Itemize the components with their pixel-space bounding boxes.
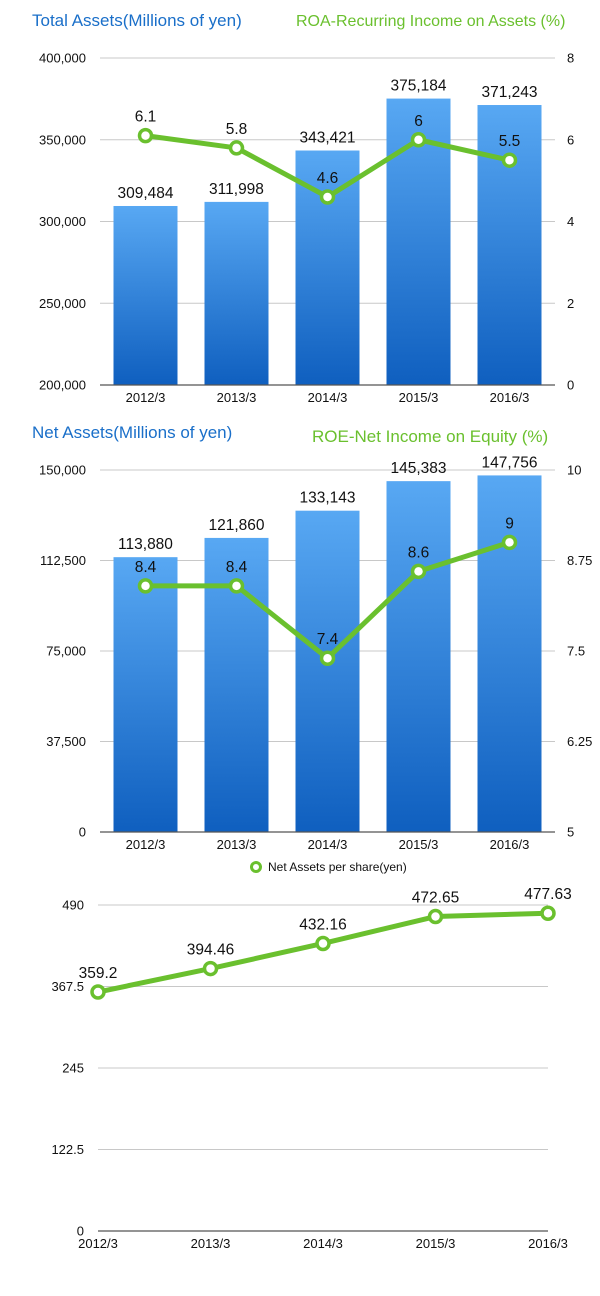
x-tick-label: 2013/3: [191, 1236, 231, 1251]
line-data-label: 6: [414, 113, 423, 130]
line-point: [540, 905, 556, 921]
y-tick-label: 0: [77, 1224, 84, 1239]
x-tick-label: 2015/3: [399, 390, 439, 405]
x-tick-label: 2015/3: [416, 1236, 456, 1251]
bar-data-label: 309,484: [117, 185, 173, 202]
y2-tick-label: 6: [567, 132, 574, 147]
y-tick-label: 112,500: [40, 553, 86, 568]
line-data-label: 6.1: [135, 109, 157, 126]
chart1-title: Total Assets(Millions of yen): [32, 11, 242, 30]
chart3-legend-label: Net Assets per share(yen): [268, 860, 407, 874]
chart2-net-assets: 0 37,500 75,000 112,500 150,000 5 6.25 7.5 8.75 1…: [39, 454, 592, 852]
x-tick-label: 2016/3: [528, 1236, 568, 1251]
chart1-total-assets: 200,000 250,000 300,000 350,000 400,000 0 2 4 6 8…: [39, 51, 574, 406]
line-data-label: 7.4: [317, 631, 339, 648]
line-data-label: 432.16: [299, 916, 346, 933]
x-tick-label: 2013/3: [217, 390, 257, 405]
line-data-label: 5.5: [499, 133, 521, 150]
line-point: [228, 578, 245, 594]
line-point: [319, 650, 336, 666]
bar-data-label: 121,860: [208, 517, 264, 534]
y2-tick-label: 0: [567, 378, 574, 393]
line-point: [202, 960, 219, 977]
bar-data-label: 371,243: [481, 84, 537, 101]
x-tick-label: 2013/3: [217, 837, 257, 852]
x-tick-label: 2012/3: [78, 1236, 118, 1251]
x-tick-label: 2016/3: [490, 837, 530, 852]
line-data-label: 472.65: [412, 890, 459, 907]
line-data-label: 8.4: [135, 559, 157, 576]
line-data-label: 5.8: [226, 121, 248, 138]
y2-tick-label: 4: [567, 214, 574, 229]
line-point: [427, 908, 444, 925]
x-tick-label: 2014/3: [308, 390, 348, 405]
y2-tick-label: 5: [567, 825, 574, 840]
y-tick-label: 400,000: [39, 51, 86, 66]
line-data-label: 394.46: [187, 942, 234, 959]
y-tick-label: 300,000: [39, 214, 86, 229]
x-tick-label: 2012/3: [126, 837, 166, 852]
y2-tick-label: 8: [567, 51, 574, 66]
y-tick-label: 122.5: [51, 1142, 84, 1157]
y2-tick-label: 7.5: [567, 644, 585, 659]
line-point: [315, 935, 331, 952]
bar-data-label: 145,383: [390, 460, 446, 477]
line-point: [501, 152, 518, 168]
line-point: [137, 578, 154, 594]
y-tick-label: 75,000: [46, 644, 86, 659]
line-point: [410, 563, 427, 580]
line-point: [90, 984, 106, 1000]
y-tick-label: 37,500: [46, 734, 86, 749]
chart3-net-assets-per-share: 0 122.5 245 367.5 490 2012/3 2013/3 2014/3 2015/…: [51, 886, 571, 1251]
y2-tick-label: 10: [567, 463, 581, 478]
bar: [386, 481, 451, 832]
bar-data-label: 133,143: [299, 490, 355, 507]
line-data-label: 8.6: [408, 544, 430, 561]
y-tick-label: 350,000: [39, 132, 86, 147]
y-tick-label: 367.5: [51, 979, 84, 994]
line-point: [501, 534, 518, 551]
x-tick-label: 2015/3: [399, 837, 439, 852]
line-data-label: 8.4: [226, 559, 248, 576]
chart2-title: Net Assets(Millions of yen): [32, 423, 232, 442]
bar: [477, 105, 542, 385]
y-tick-label: 150,000: [39, 463, 86, 478]
bar-data-label: 311,998: [209, 181, 264, 198]
chart3-legend-marker: [250, 861, 262, 873]
chart3-legend: Net Assets per share(yen): [250, 860, 407, 874]
bar-data-label: 375,184: [390, 78, 446, 95]
line-point: [228, 140, 245, 156]
bar-data-label: 113,880: [118, 536, 173, 553]
x-tick-label: 2014/3: [303, 1236, 343, 1251]
line-point: [319, 189, 336, 205]
bar-data-label: 147,756: [481, 454, 537, 471]
bar: [295, 510, 360, 832]
bar: [113, 205, 178, 385]
bar: [204, 201, 269, 385]
y-tick-label: 245: [62, 1061, 84, 1076]
line-data-label: 4.6: [317, 170, 339, 187]
x-tick-label: 2014/3: [308, 837, 348, 852]
line-point: [137, 127, 154, 144]
chart1-title-right: ROA-Recurring Income on Assets (%): [296, 13, 565, 30]
x-tick-label: 2012/3: [126, 390, 166, 405]
y2-tick-label: 8.75: [567, 553, 592, 568]
y-tick-label: 200,000: [39, 378, 86, 393]
line-point: [410, 132, 427, 148]
y-tick-label: 0: [79, 825, 86, 840]
x-tick-label: 2016/3: [490, 390, 530, 405]
line-data-label: 359.2: [79, 965, 118, 982]
line-data-label: 9: [505, 515, 514, 532]
line-data-label: 477.63: [524, 886, 571, 903]
bar-data-label: 343,421: [299, 130, 355, 147]
y2-tick-label: 2: [567, 296, 574, 311]
y-tick-label: 490: [62, 898, 84, 913]
y2-tick-label: 6.25: [567, 734, 592, 749]
y-tick-label: 250,000: [39, 296, 86, 311]
chart2-title-right: ROE-Net Income on Equity (%): [312, 427, 548, 446]
bar: [113, 557, 178, 832]
